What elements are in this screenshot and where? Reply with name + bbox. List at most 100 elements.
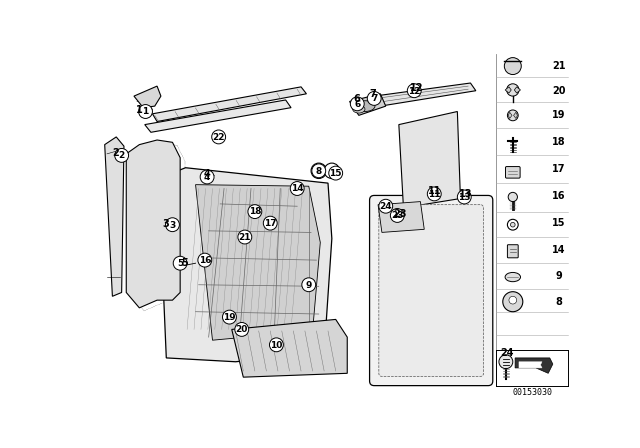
Text: 00153030: 00153030: [512, 388, 552, 397]
Circle shape: [508, 220, 518, 230]
Text: 18: 18: [248, 207, 261, 216]
Text: 1: 1: [142, 108, 148, 116]
Circle shape: [503, 292, 523, 312]
Circle shape: [212, 130, 225, 144]
Polygon shape: [513, 112, 517, 118]
Text: 13: 13: [458, 193, 470, 202]
Ellipse shape: [505, 272, 520, 282]
Circle shape: [302, 278, 316, 292]
Polygon shape: [105, 137, 124, 296]
Polygon shape: [126, 140, 180, 308]
Text: 8: 8: [316, 167, 322, 176]
Circle shape: [200, 170, 214, 184]
Circle shape: [508, 110, 518, 121]
Text: 7: 7: [371, 95, 378, 103]
Text: 22: 22: [212, 133, 225, 142]
Circle shape: [407, 84, 421, 98]
Text: 9: 9: [305, 280, 312, 290]
FancyBboxPatch shape: [379, 205, 484, 376]
Text: 19: 19: [223, 313, 236, 322]
Circle shape: [166, 218, 179, 232]
Polygon shape: [508, 112, 512, 118]
Circle shape: [509, 296, 516, 304]
Circle shape: [458, 190, 471, 204]
Polygon shape: [349, 94, 386, 116]
Circle shape: [269, 338, 284, 352]
Circle shape: [198, 253, 212, 267]
Text: 24: 24: [380, 202, 392, 211]
Text: 24: 24: [500, 348, 513, 358]
FancyBboxPatch shape: [506, 167, 520, 178]
Text: 15: 15: [552, 218, 566, 228]
Polygon shape: [515, 358, 553, 373]
Ellipse shape: [353, 105, 365, 113]
Text: 7: 7: [369, 89, 376, 99]
Circle shape: [511, 222, 515, 227]
Text: 14: 14: [552, 245, 566, 255]
Text: 2: 2: [118, 151, 125, 160]
Text: 16: 16: [552, 191, 566, 201]
Text: 3: 3: [170, 220, 175, 229]
Text: 23: 23: [391, 211, 404, 220]
Polygon shape: [515, 87, 520, 93]
Polygon shape: [152, 87, 307, 121]
Text: 20: 20: [552, 86, 566, 96]
Polygon shape: [232, 319, 348, 377]
Text: 19: 19: [552, 110, 566, 121]
Text: 16: 16: [198, 256, 211, 265]
Circle shape: [311, 163, 326, 178]
Circle shape: [238, 230, 252, 244]
FancyBboxPatch shape: [369, 195, 493, 386]
Circle shape: [324, 163, 340, 178]
Circle shape: [329, 166, 342, 180]
Text: 5: 5: [177, 259, 183, 268]
Polygon shape: [145, 100, 291, 132]
Circle shape: [350, 97, 364, 111]
Circle shape: [263, 216, 277, 230]
Text: 15: 15: [330, 169, 342, 178]
Polygon shape: [505, 87, 511, 93]
Circle shape: [173, 256, 187, 270]
Text: 4: 4: [204, 173, 211, 182]
Text: 20: 20: [236, 325, 248, 334]
Text: 17: 17: [552, 164, 566, 174]
Circle shape: [508, 192, 517, 202]
Polygon shape: [519, 362, 542, 368]
Polygon shape: [399, 112, 460, 208]
Text: 18: 18: [552, 137, 566, 147]
Polygon shape: [196, 185, 320, 340]
Circle shape: [139, 104, 152, 118]
Text: 11: 11: [428, 186, 442, 196]
Circle shape: [367, 91, 381, 105]
Circle shape: [223, 310, 236, 324]
Text: 12: 12: [408, 86, 420, 95]
Circle shape: [504, 58, 521, 74]
Text: 6: 6: [354, 100, 360, 109]
Ellipse shape: [355, 101, 375, 112]
Text: 12: 12: [410, 83, 424, 93]
Circle shape: [248, 205, 262, 219]
Circle shape: [390, 208, 404, 222]
Circle shape: [379, 199, 393, 213]
Polygon shape: [134, 86, 161, 108]
Text: 14: 14: [291, 185, 303, 194]
Text: 6: 6: [353, 94, 360, 104]
Circle shape: [291, 181, 304, 195]
Text: 13: 13: [459, 189, 472, 199]
Text: 17: 17: [264, 219, 276, 228]
Text: 11: 11: [428, 190, 440, 199]
Polygon shape: [159, 168, 332, 362]
Circle shape: [499, 355, 513, 369]
Circle shape: [235, 323, 249, 336]
Text: 4: 4: [204, 169, 210, 179]
Text: 21: 21: [552, 61, 566, 71]
Circle shape: [507, 84, 519, 96]
Text: 10: 10: [270, 341, 283, 350]
Text: 5: 5: [182, 258, 188, 267]
FancyBboxPatch shape: [508, 245, 518, 258]
Text: 3: 3: [163, 219, 169, 229]
Text: 21: 21: [239, 233, 251, 242]
Text: 9: 9: [556, 271, 563, 280]
Text: 23: 23: [394, 209, 407, 219]
Polygon shape: [374, 83, 476, 106]
